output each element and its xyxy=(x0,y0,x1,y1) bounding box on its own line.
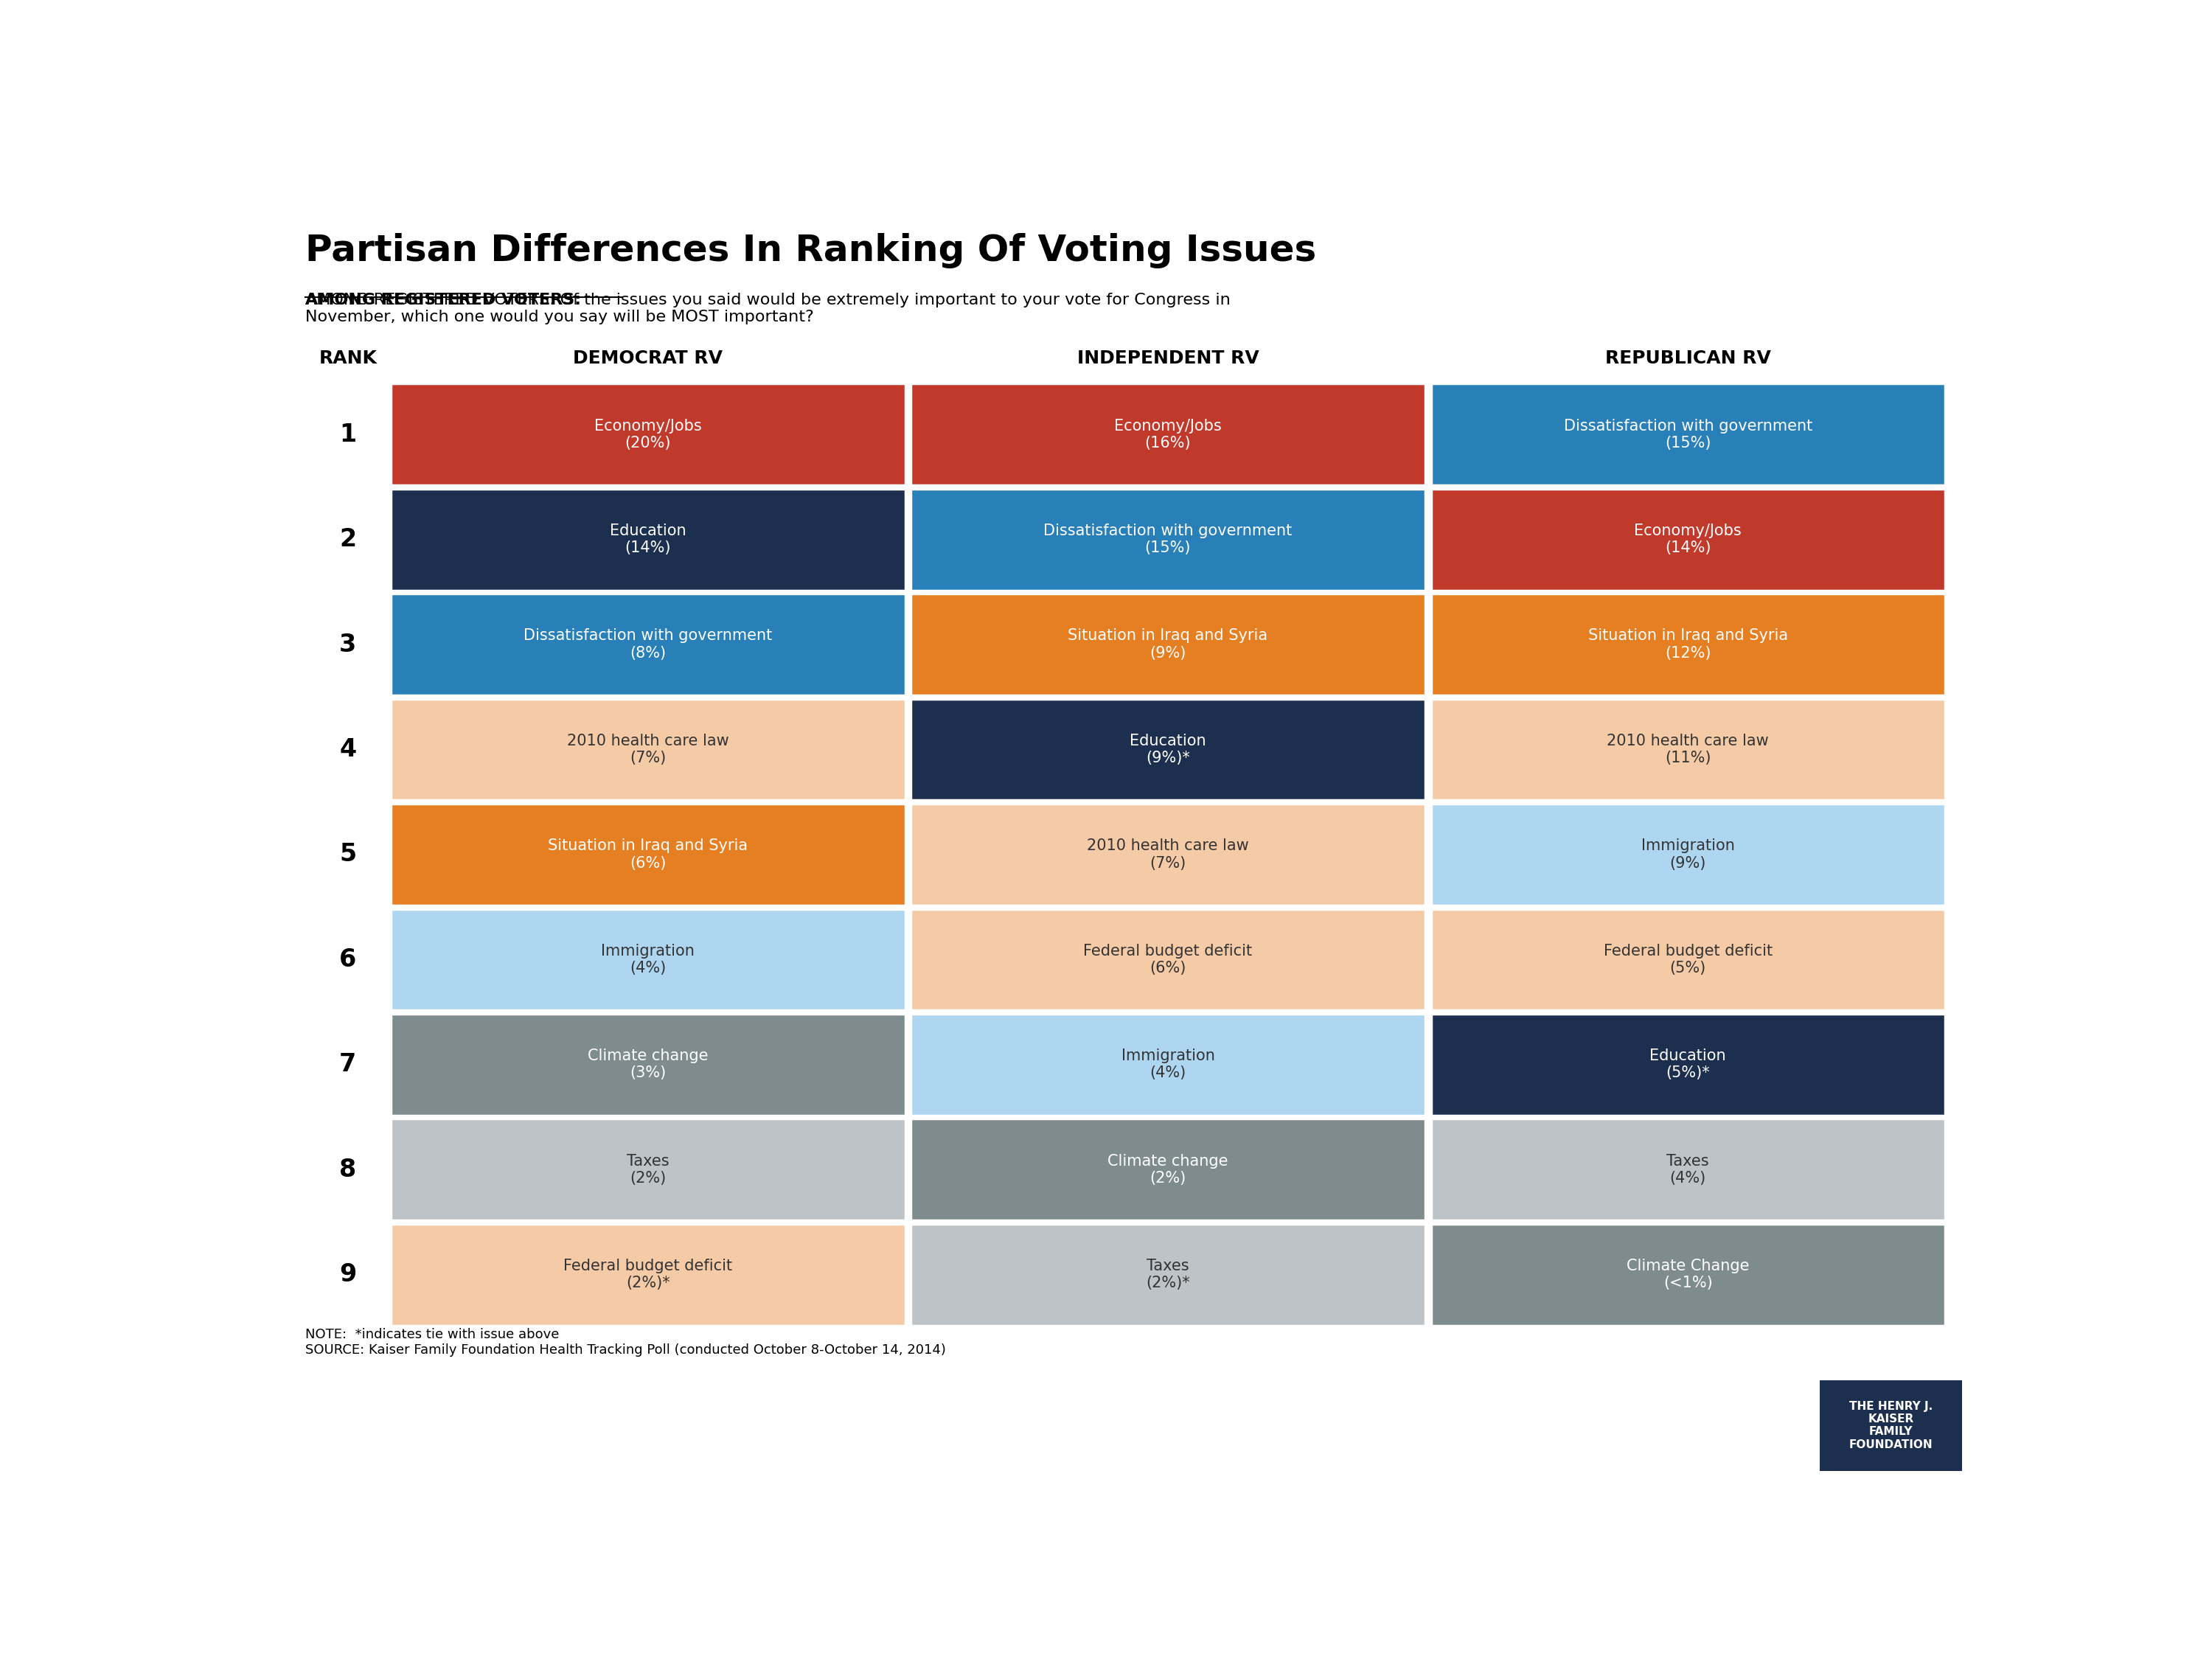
FancyBboxPatch shape xyxy=(911,1224,1425,1326)
Text: 5: 5 xyxy=(338,843,356,866)
FancyBboxPatch shape xyxy=(911,1014,1425,1115)
Text: 2010 health care law
(11%): 2010 health care law (11%) xyxy=(1606,733,1770,765)
Text: REPUBLICAN RV: REPUBLICAN RV xyxy=(1606,350,1772,367)
FancyBboxPatch shape xyxy=(1431,909,1944,1010)
Text: Economy/Jobs
(20%): Economy/Jobs (20%) xyxy=(595,418,701,450)
Text: Federal budget deficit
(6%): Federal budget deficit (6%) xyxy=(1084,944,1252,975)
Text: Dissatisfaction with government
(15%): Dissatisfaction with government (15%) xyxy=(1564,418,1812,450)
FancyBboxPatch shape xyxy=(392,594,905,695)
Text: DEMOCRAT RV: DEMOCRAT RV xyxy=(573,350,723,367)
Text: Dissatisfaction with government
(8%): Dissatisfaction with government (8%) xyxy=(524,629,772,660)
Text: 4: 4 xyxy=(338,737,356,761)
Text: Federal budget deficit
(5%): Federal budget deficit (5%) xyxy=(1604,944,1772,975)
Text: Immigration
(4%): Immigration (4%) xyxy=(1121,1048,1214,1080)
Text: 3: 3 xyxy=(338,632,356,657)
FancyBboxPatch shape xyxy=(911,489,1425,591)
FancyBboxPatch shape xyxy=(392,909,905,1010)
Text: Economy/Jobs
(14%): Economy/Jobs (14%) xyxy=(1635,524,1741,556)
Text: 6: 6 xyxy=(338,947,356,972)
FancyBboxPatch shape xyxy=(911,594,1425,695)
FancyBboxPatch shape xyxy=(1431,489,1944,591)
FancyBboxPatch shape xyxy=(911,1118,1425,1221)
Text: THE HENRY J.
KAISER
FAMILY
FOUNDATION: THE HENRY J. KAISER FAMILY FOUNDATION xyxy=(1849,1400,1933,1450)
Text: 9: 9 xyxy=(338,1262,356,1287)
FancyBboxPatch shape xyxy=(392,698,905,800)
FancyBboxPatch shape xyxy=(1818,1380,1962,1472)
Text: Situation in Iraq and Syria
(12%): Situation in Iraq and Syria (12%) xyxy=(1588,629,1787,660)
FancyBboxPatch shape xyxy=(392,489,905,591)
Text: 1: 1 xyxy=(338,423,356,446)
FancyBboxPatch shape xyxy=(392,1224,905,1326)
Text: Taxes
(2%): Taxes (2%) xyxy=(626,1153,670,1186)
Text: INDEPENDENT RV: INDEPENDENT RV xyxy=(1077,350,1259,367)
Text: Situation in Iraq and Syria
(6%): Situation in Iraq and Syria (6%) xyxy=(549,838,748,871)
FancyBboxPatch shape xyxy=(392,803,905,906)
FancyBboxPatch shape xyxy=(1431,594,1944,695)
Text: Education
(9%)*: Education (9%)* xyxy=(1130,733,1206,765)
FancyBboxPatch shape xyxy=(911,698,1425,800)
Text: Taxes
(2%)*: Taxes (2%)* xyxy=(1146,1259,1190,1291)
Text: Immigration
(4%): Immigration (4%) xyxy=(602,944,695,975)
FancyBboxPatch shape xyxy=(1431,1014,1944,1115)
Text: Climate change
(2%): Climate change (2%) xyxy=(1108,1153,1228,1186)
Text: Taxes
(4%): Taxes (4%) xyxy=(1666,1153,1710,1186)
Text: Partisan Differences In Ranking Of Voting Issues: Partisan Differences In Ranking Of Votin… xyxy=(305,234,1316,269)
FancyBboxPatch shape xyxy=(1431,1224,1944,1326)
FancyBboxPatch shape xyxy=(911,383,1425,484)
Text: Climate Change
(<1%): Climate Change (<1%) xyxy=(1626,1259,1750,1291)
Text: AMONG REGISTERED VOTERS: Of the issues you said would be extremely important to : AMONG REGISTERED VOTERS: Of the issues y… xyxy=(305,292,1230,325)
Text: Federal budget deficit
(2%)*: Federal budget deficit (2%)* xyxy=(564,1259,732,1291)
FancyBboxPatch shape xyxy=(392,383,905,484)
Text: 7: 7 xyxy=(338,1052,356,1077)
Text: Dissatisfaction with government
(15%): Dissatisfaction with government (15%) xyxy=(1044,524,1292,556)
Text: Climate change
(3%): Climate change (3%) xyxy=(588,1048,708,1080)
FancyBboxPatch shape xyxy=(1431,803,1944,906)
Text: 2010 health care law
(7%): 2010 health care law (7%) xyxy=(1086,838,1250,871)
Text: 2: 2 xyxy=(338,528,356,551)
Text: Situation in Iraq and Syria
(9%): Situation in Iraq and Syria (9%) xyxy=(1068,629,1267,660)
FancyBboxPatch shape xyxy=(911,909,1425,1010)
FancyBboxPatch shape xyxy=(392,1118,905,1221)
Text: 2010 health care law
(7%): 2010 health care law (7%) xyxy=(566,733,730,765)
Text: Education
(14%): Education (14%) xyxy=(611,524,686,556)
Text: Economy/Jobs
(16%): Economy/Jobs (16%) xyxy=(1115,418,1221,450)
Text: Immigration
(9%): Immigration (9%) xyxy=(1641,838,1734,871)
Text: Education
(5%)*: Education (5%)* xyxy=(1650,1048,1725,1080)
Text: 8: 8 xyxy=(338,1158,356,1181)
Text: AMONG REGISTERED VOTERS:: AMONG REGISTERED VOTERS: xyxy=(305,292,582,307)
FancyBboxPatch shape xyxy=(1431,383,1944,484)
FancyBboxPatch shape xyxy=(1431,698,1944,800)
FancyBboxPatch shape xyxy=(1431,1118,1944,1221)
Text: RANK: RANK xyxy=(319,350,376,367)
Text: NOTE:  *indicates tie with issue above
SOURCE: Kaiser Family Foundation Health T: NOTE: *indicates tie with issue above SO… xyxy=(305,1327,947,1357)
FancyBboxPatch shape xyxy=(392,1014,905,1115)
FancyBboxPatch shape xyxy=(911,803,1425,906)
